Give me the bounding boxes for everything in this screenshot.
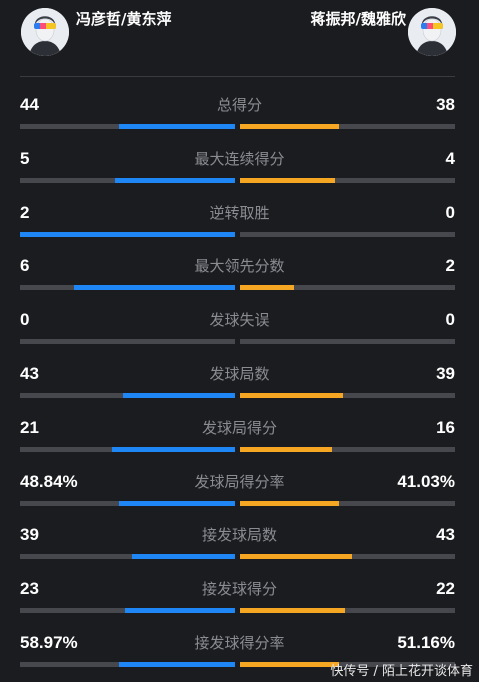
left-bar-track <box>20 124 235 129</box>
watermark: 快传号 / 陌上花开谈体育 <box>330 664 473 679</box>
left-bar-track <box>20 500 235 506</box>
right-bar-fill <box>240 608 346 614</box>
right-value: 0 <box>445 310 455 330</box>
right-bar-track <box>240 554 455 560</box>
right-player-avatar[interactable] <box>408 8 456 56</box>
right-bar-track <box>240 124 455 129</box>
right-bar-fill <box>240 500 339 506</box>
right-bar-track <box>240 339 455 345</box>
stat-label: 逆转取胜 <box>209 203 270 222</box>
left-value: 23 <box>20 579 39 599</box>
stat-row: 44 总得分 38 <box>0 87 479 141</box>
stat-row: 48.84% 发球局得分率 41.03% <box>0 464 479 518</box>
stat-row: 43 发球局数 39 <box>0 356 479 410</box>
right-bar-track <box>240 500 455 506</box>
left-bar-fill <box>123 392 235 398</box>
stat-label: 最大领先分数 <box>194 257 285 276</box>
right-bar-track <box>240 661 455 667</box>
stat-label: 接发球得分 <box>201 580 277 599</box>
right-value: 16 <box>436 417 455 437</box>
right-bar-fill <box>240 124 339 129</box>
right-value: 22 <box>436 579 455 599</box>
left-bar-fill <box>114 177 235 183</box>
left-bar-track <box>20 608 235 614</box>
stat-row: 6 最大领先分数 2 <box>0 248 479 302</box>
stat-row: 2 逆转取胜 0 <box>0 195 479 249</box>
right-bar-track <box>240 231 455 237</box>
right-value: 51.16% <box>397 632 455 652</box>
left-player-names: 冯彦哲/黄东萍 <box>76 10 172 28</box>
left-bar-track <box>20 661 235 667</box>
left-value: 21 <box>20 417 39 437</box>
right-bar-fill <box>240 177 335 183</box>
match-header: 冯彦哲/黄东萍 蒋振邦/魏雅欣 <box>0 0 479 76</box>
left-bar-fill <box>112 446 235 452</box>
stat-label: 最大连续得分 <box>194 149 285 168</box>
stat-label: 总得分 <box>216 96 262 114</box>
right-bar-track <box>240 285 455 291</box>
left-bar-fill <box>118 661 235 667</box>
right-value: 41.03% <box>397 471 455 491</box>
right-value: 38 <box>436 95 455 114</box>
header-divider <box>20 76 455 77</box>
stat-label: 发球局得分率 <box>194 472 285 491</box>
right-bar-fill <box>240 446 333 452</box>
left-bar-track <box>20 231 235 237</box>
left-bar-track <box>20 554 235 560</box>
stat-label: 发球局得分 <box>201 418 277 437</box>
left-bar-fill <box>125 608 235 614</box>
stat-row: 39 接发球局数 43 <box>0 517 479 571</box>
stat-label: 接发球得分率 <box>194 633 285 652</box>
left-bar-fill <box>20 231 235 237</box>
right-bar-track <box>240 177 455 183</box>
left-value: 58.97% <box>20 632 78 652</box>
right-player-names: 蒋振邦/魏雅欣 <box>310 10 406 28</box>
left-bar-track <box>20 177 235 183</box>
stat-label: 发球失误 <box>209 311 270 330</box>
left-value: 48.84% <box>20 471 78 491</box>
left-bar-track <box>20 285 235 291</box>
left-value: 43 <box>20 363 39 383</box>
stat-row: 58.97% 接发球得分率 51.16% <box>0 625 479 679</box>
stats-list: 44 总得分 38 5 最大连续得分 4 2 逆转取胜 0 6 最大领先分数 2 0 发球失误 0 43 发球局… <box>0 87 479 679</box>
right-value: 4 <box>445 148 455 168</box>
right-bar-fill <box>240 661 339 667</box>
stat-label: 发球局数 <box>209 364 270 383</box>
right-value: 39 <box>436 363 455 383</box>
stat-row: 21 发球局得分 16 <box>0 410 479 464</box>
right-bar-track <box>240 446 455 452</box>
left-bar-track <box>20 339 235 345</box>
right-bar-track <box>240 608 455 614</box>
stat-row: 23 接发球得分 22 <box>0 571 479 625</box>
left-value: 2 <box>20 202 30 222</box>
stat-row: 5 最大连续得分 4 <box>0 141 479 195</box>
left-value: 5 <box>20 148 30 168</box>
right-value: 0 <box>445 202 455 222</box>
left-bar-track <box>20 392 235 398</box>
right-bar-track <box>240 392 455 398</box>
left-value: 6 <box>20 256 30 276</box>
right-bar-fill <box>240 554 352 560</box>
stat-label: 接发球局数 <box>201 526 277 545</box>
left-value: 39 <box>20 525 39 545</box>
stat-row: 0 发球失误 0 <box>0 302 479 356</box>
right-value: 2 <box>445 256 455 276</box>
right-value: 43 <box>436 525 455 545</box>
right-bar-fill <box>240 392 344 398</box>
right-bar-fill <box>240 285 294 291</box>
left-value: 44 <box>20 95 39 114</box>
left-bar-fill <box>118 124 235 129</box>
left-bar-fill <box>118 500 235 506</box>
left-bar-fill <box>131 554 235 560</box>
left-value: 0 <box>20 310 30 330</box>
left-player-avatar[interactable] <box>21 8 69 56</box>
left-bar-track <box>20 446 235 452</box>
left-bar-fill <box>73 285 235 291</box>
